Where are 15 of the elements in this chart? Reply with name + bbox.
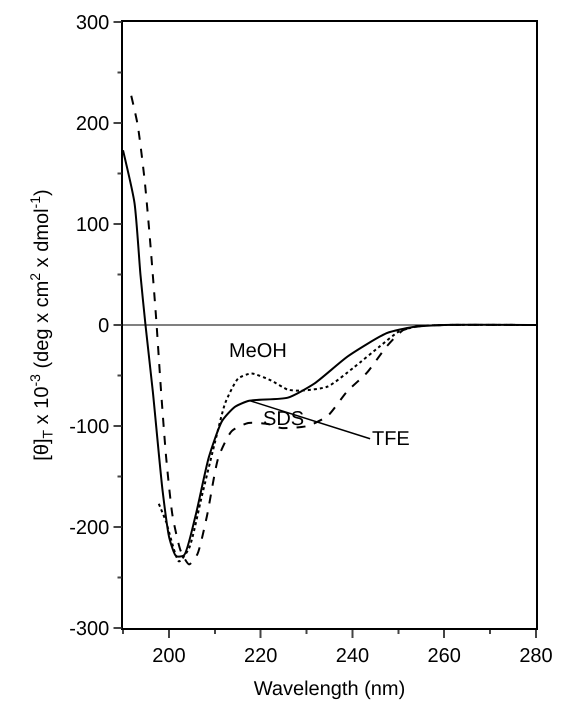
x-tick-label: 200 [152, 644, 186, 667]
y-tick-label: 0 [98, 315, 110, 337]
y-tick-label: -300 [69, 618, 110, 640]
x-tick-label: 280 [519, 644, 553, 667]
y-tick-label: 200 [76, 113, 110, 135]
y-tick-label: 300 [76, 12, 110, 34]
y-tick-label: -100 [69, 416, 110, 438]
x-tick-label: 220 [244, 644, 278, 667]
annotation: MeOH [229, 340, 287, 362]
x-tick-label: 260 [428, 644, 461, 667]
x-axis-title: Wavelength (nm) [254, 678, 406, 700]
x-tick-label: 240 [336, 644, 370, 667]
y-tick-label: -200 [69, 517, 110, 539]
annotation: TFE [372, 428, 410, 450]
y-tick-label: 100 [76, 214, 110, 236]
